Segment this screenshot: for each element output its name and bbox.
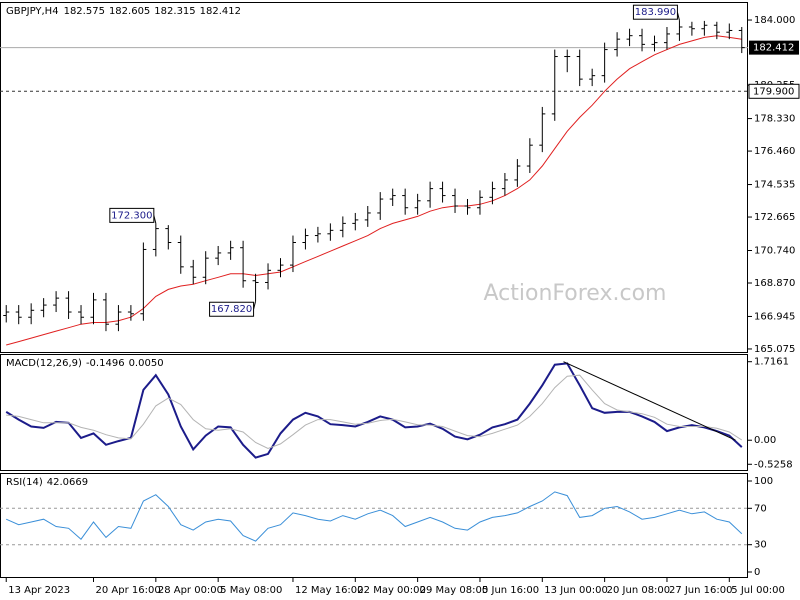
- y-tick-label: 170.740: [754, 245, 795, 256]
- header-open: 182.575: [64, 6, 105, 17]
- signal-readout: 0.0050: [129, 358, 164, 369]
- annotation-label: 172.300: [111, 210, 152, 221]
- annotation-box: [209, 301, 255, 317]
- x-tick-label: 12 May 16:00: [295, 585, 364, 596]
- x-tick-label: 5 Jun 16:00: [482, 585, 539, 596]
- symbol: GBPJPY,H4: [6, 6, 59, 17]
- y-tick-label: 168.870: [754, 278, 795, 289]
- x-tick-label: 27 Jun 16:00: [669, 585, 733, 596]
- indicator: RSI(14): [6, 477, 43, 488]
- x-tick-label: 5 May 08:00: [220, 585, 282, 596]
- y-tick-label: 176.460: [754, 146, 795, 157]
- y-tick-label: 0.00: [754, 435, 776, 446]
- x-tick-label: 29 May 08:00: [420, 585, 489, 596]
- rsi-readout: 42.0669: [47, 477, 88, 488]
- rsi-panel-frame: [0, 473, 748, 578]
- watermark: ActionForex.com: [484, 281, 667, 306]
- header-close: 182.412: [200, 6, 241, 17]
- current-price-label: 182.412: [753, 43, 794, 54]
- y-tick-label: 174.535: [754, 180, 795, 191]
- indicator: MACD(12,26,9): [6, 358, 82, 369]
- macd-readout: -0.1496: [86, 358, 125, 369]
- macd-panel-frame: [0, 354, 748, 471]
- y-tick-label: 0: [754, 567, 760, 578]
- rsi-header: RSI(14) 42.0669: [6, 477, 88, 488]
- x-tick-label: 22 May 00:00: [357, 585, 426, 596]
- y-tick-label: 178.330: [754, 114, 795, 125]
- trendline: [563, 361, 736, 441]
- y-tick-label: 166.945: [754, 311, 795, 322]
- current-price-box: [749, 40, 799, 55]
- x-tick-label: 20 Jun 08:00: [607, 585, 671, 596]
- macd-header: MACD(12,26,9) -0.1496 0.0050: [6, 358, 164, 369]
- x-tick-label: 13 Jun 00:00: [544, 585, 608, 596]
- annotation-label: 167.820: [211, 304, 252, 315]
- header-high: 182.605: [109, 6, 150, 17]
- header-low: 182.315: [154, 6, 195, 17]
- annotation-box: [632, 4, 678, 20]
- level-label: 179.900: [753, 86, 794, 97]
- x-tick-label: 20 Apr 16:00: [96, 585, 161, 596]
- y-tick-label: 165.075: [754, 344, 795, 355]
- annotation-label: 183.990: [635, 7, 676, 18]
- y-tick-label: 70: [754, 503, 767, 514]
- y-tick-label: 30: [754, 540, 767, 551]
- y-tick-label: 172.665: [754, 212, 795, 223]
- x-tick-label: 28 Apr 00:00: [158, 585, 223, 596]
- y-tick-label: 100: [754, 476, 773, 487]
- level-label-box: [748, 83, 800, 99]
- series-line: [5, 491, 743, 542]
- price-header: GBPJPY,H4 182.575 182.605 182.315 182.412: [6, 6, 241, 17]
- x-tick-label: 5 Jul 00:00: [731, 585, 785, 596]
- series-line: [6, 374, 743, 450]
- y-tick-label: 184.000: [754, 15, 795, 26]
- annotation-box: [109, 207, 155, 223]
- y-tick-label: -0.5258: [754, 459, 793, 470]
- y-tick-label: 1.7161: [754, 357, 789, 368]
- price-panel-frame: [0, 2, 748, 353]
- x-tick-label: 13 Apr 2023: [8, 585, 70, 596]
- series-line: [6, 35, 742, 346]
